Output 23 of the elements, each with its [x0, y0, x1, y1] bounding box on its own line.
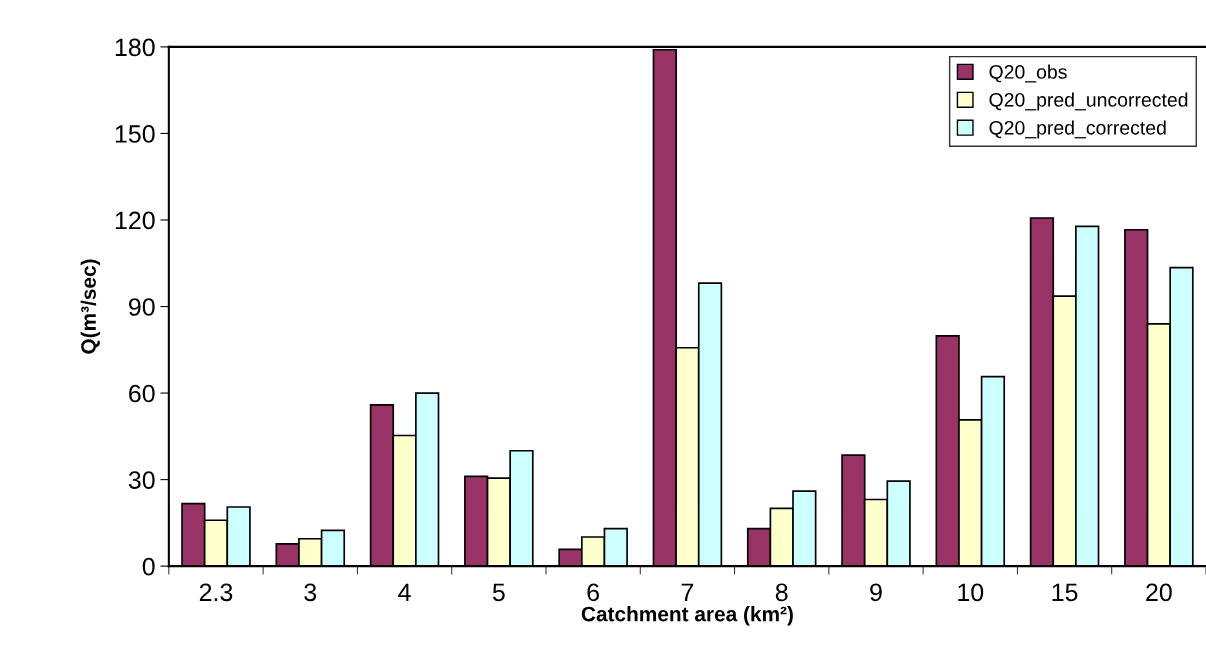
y-axis-title: Q(m³/sec): [80, 259, 101, 354]
x-tick-label: 4: [398, 583, 411, 601]
legend-label: Q20_obs: [989, 64, 1067, 83]
x-tick-label: 2.3: [199, 583, 233, 602]
legend-label: Q20_pred_uncorrected: [989, 92, 1188, 111]
y-tick-label: 60: [129, 384, 155, 403]
x-tick-label: 3: [304, 583, 317, 602]
x-tick-label: 7: [681, 583, 694, 601]
y-tick-label: 150: [115, 125, 155, 143]
y-tick-label: 120: [115, 211, 155, 230]
x-tick-label: 15: [1052, 583, 1078, 602]
y-tick-label: 30: [128, 471, 155, 489]
x-tick-label: 20: [1146, 583, 1172, 602]
x-tick-label: 5: [492, 583, 505, 602]
x-tick-label: 10: [958, 583, 984, 602]
y-tick-label: 90: [129, 298, 155, 316]
y-tick-label: 180: [115, 38, 155, 57]
x-axis-title: Catchment area (km²): [581, 606, 793, 626]
x-tick-label: 9: [870, 583, 882, 602]
x-tick-label: 8: [775, 583, 788, 602]
x-tick-label: 6: [587, 583, 599, 602]
legend-label: Q20_pred_corrected: [989, 120, 1166, 139]
y-tick-label: 0: [142, 557, 155, 576]
